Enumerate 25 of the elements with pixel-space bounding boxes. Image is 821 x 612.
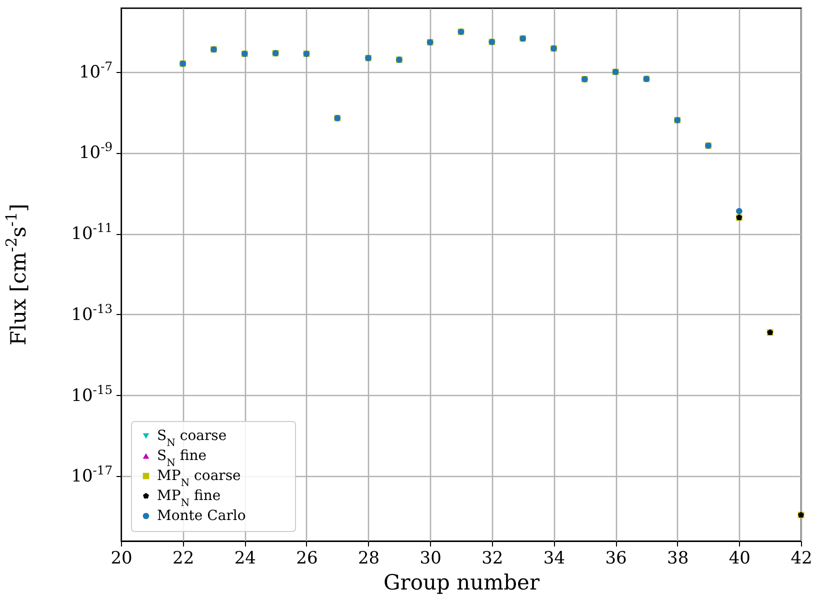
x-tick-label: 32 xyxy=(482,548,504,568)
x-tick-label: 20 xyxy=(110,548,132,568)
x-tick-label: 26 xyxy=(296,548,318,568)
legend-label: MP$_{N}$ fine xyxy=(157,488,221,508)
y-tick-label: 10$^{-11}$ xyxy=(71,221,112,244)
x-tick-label: 34 xyxy=(543,548,566,568)
x-tick-label: 38 xyxy=(667,548,689,568)
y-tick-label: 10$^{-15}$ xyxy=(71,382,112,406)
legend-label: MP$_{N}$ coarse xyxy=(157,468,241,488)
x-tick-label: 24 xyxy=(234,548,256,568)
x-tick-label: 42 xyxy=(790,548,812,568)
y-tick-label: 10$^{-17}$ xyxy=(71,464,112,487)
x-tick-label: 22 xyxy=(172,548,194,568)
x-axis-title: Group number xyxy=(384,570,540,594)
point xyxy=(736,208,742,214)
x-tick-label: 36 xyxy=(605,548,627,568)
legend-label: S$_{N}$ coarse xyxy=(157,428,227,448)
x-tick-label: 28 xyxy=(358,548,380,568)
y-tick-label: 10$^{-7}$ xyxy=(78,59,112,82)
x-tick-label: 30 xyxy=(420,548,442,568)
y-tick-label: 10$^{-13}$ xyxy=(71,302,112,325)
x-tick-label: 40 xyxy=(728,548,750,568)
y-tick-label: 10$^{-9}$ xyxy=(78,140,112,164)
legend-label: Monte Carlo xyxy=(157,508,246,524)
legend-label: S$_{N}$ fine xyxy=(157,448,207,468)
